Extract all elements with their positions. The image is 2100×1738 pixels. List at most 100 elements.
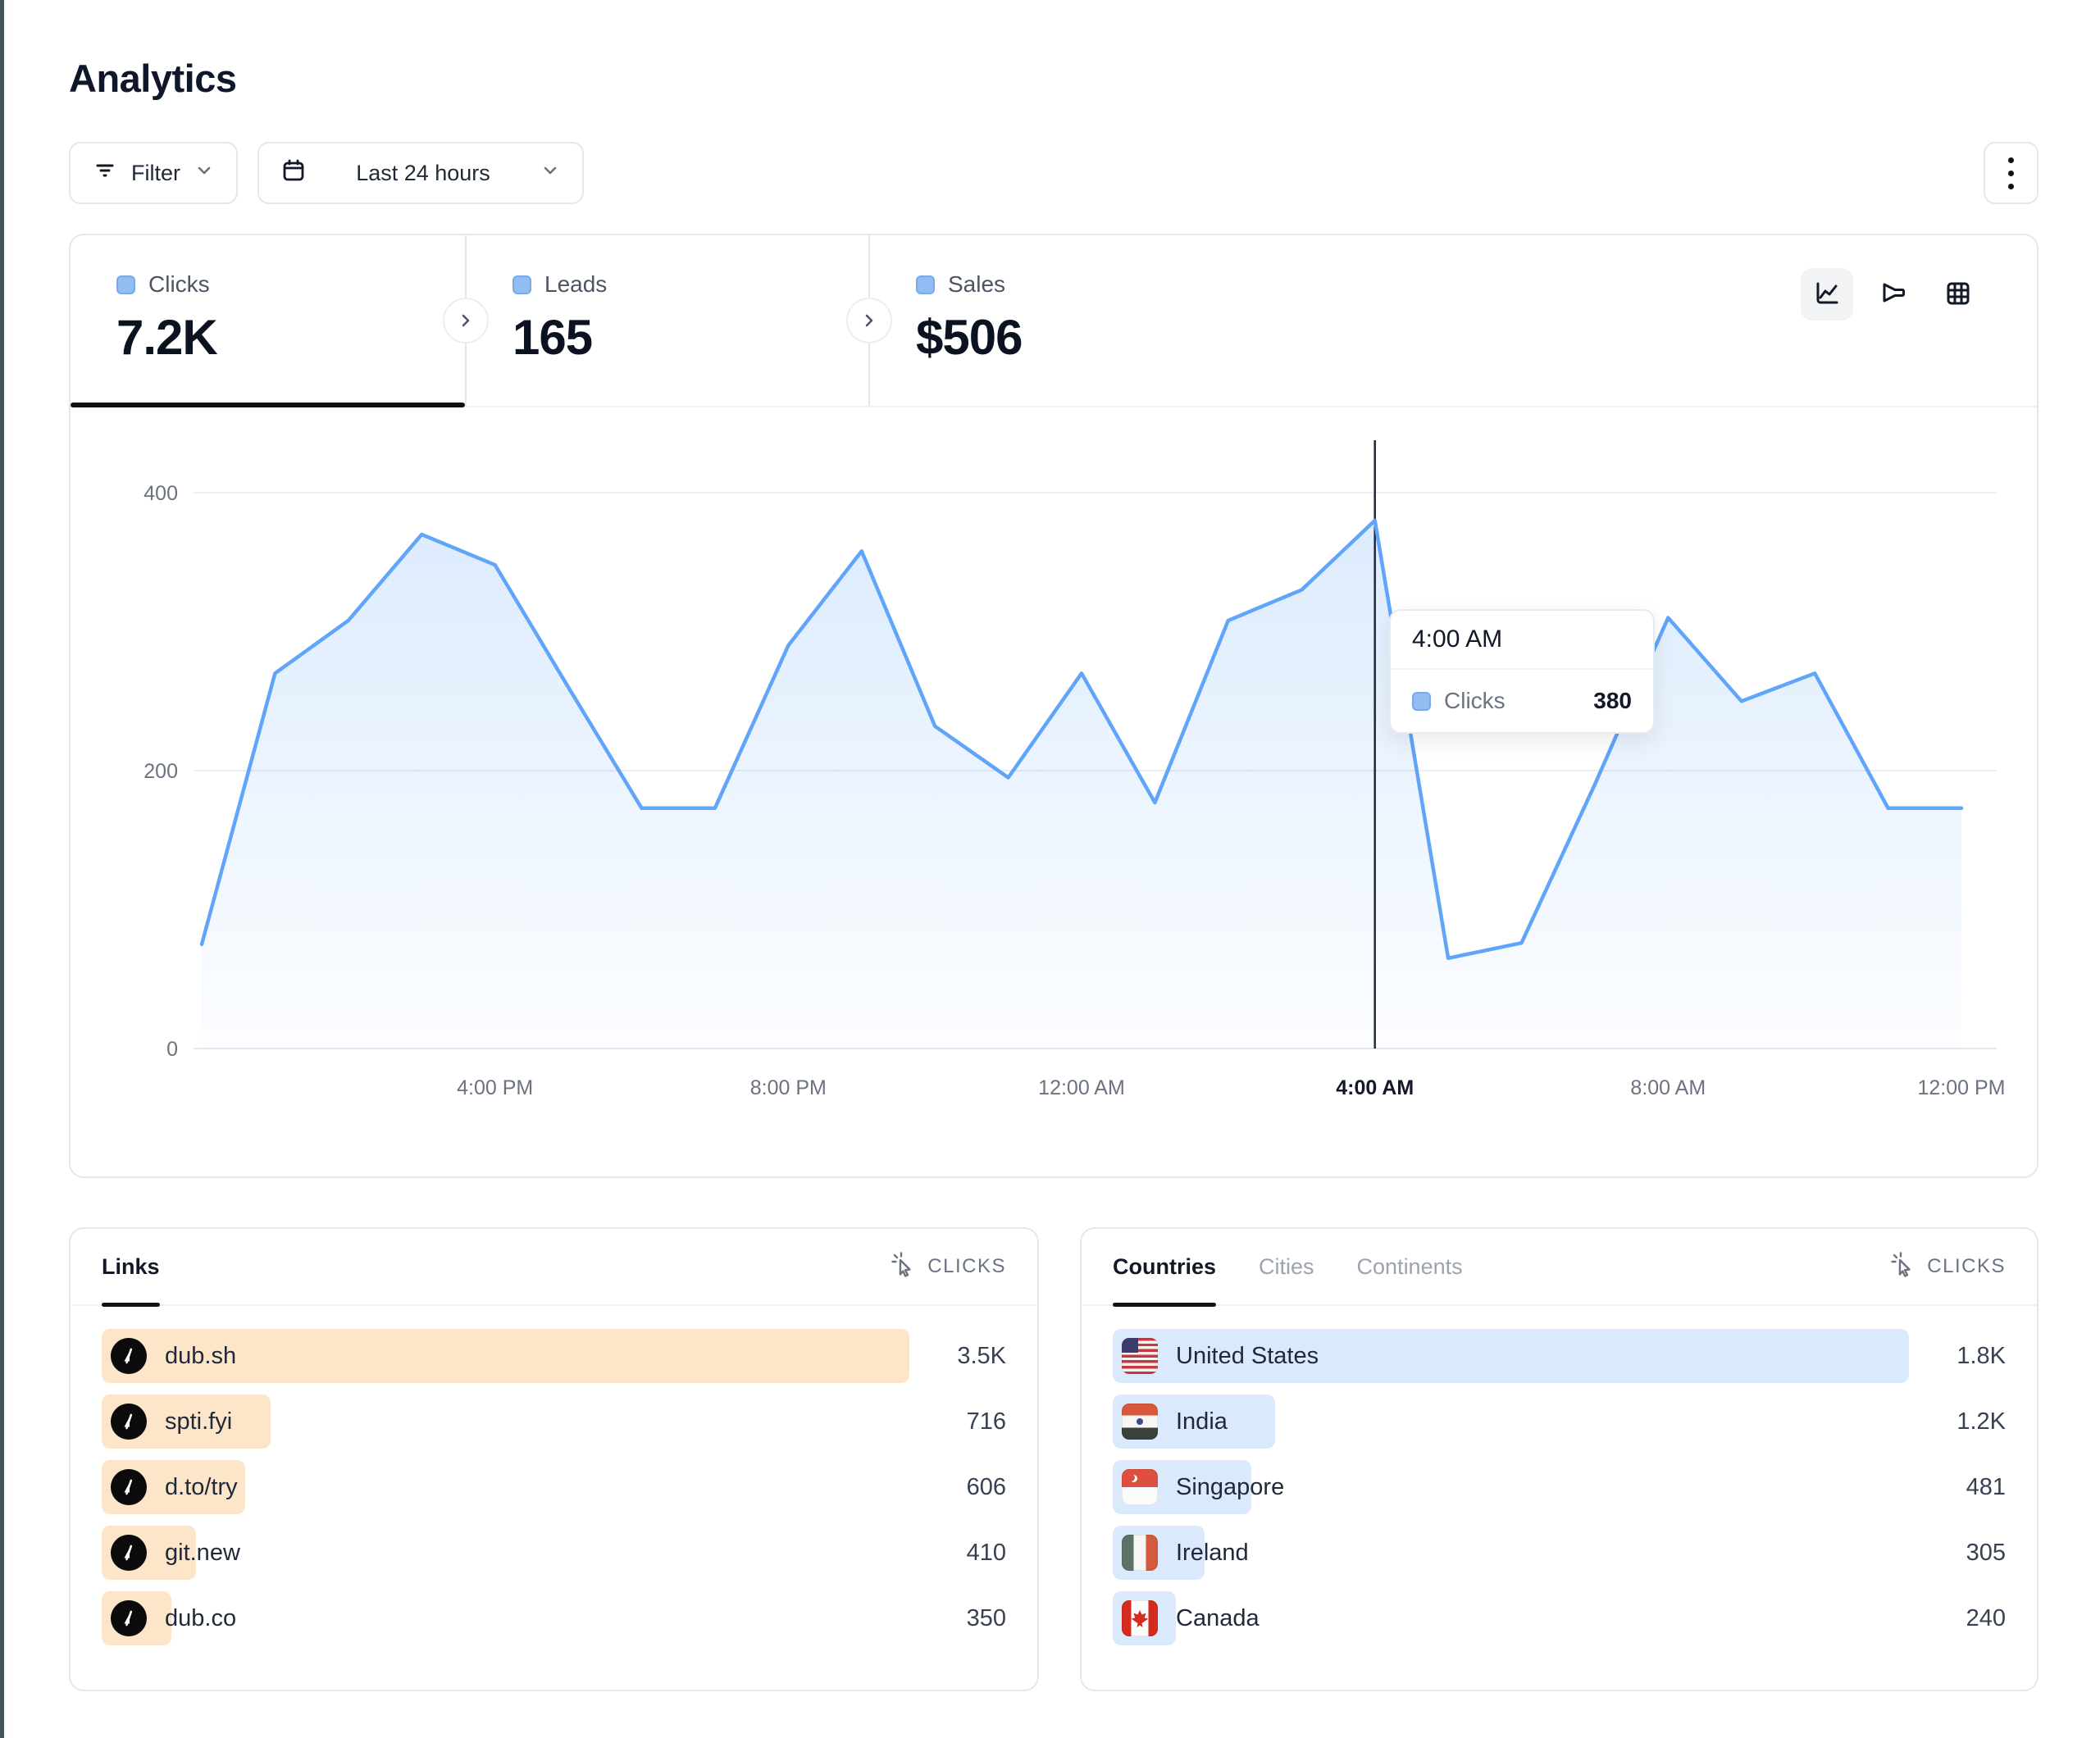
toolbar: Filter Last 24 hours: [69, 142, 2039, 204]
dub-logo-icon: [111, 1469, 147, 1505]
kebab-menu-icon: [2008, 157, 2014, 189]
link-label: dub.sh: [165, 1342, 237, 1369]
filter-icon: [92, 157, 118, 189]
dub-logo-icon: [111, 1404, 147, 1440]
link-label: dub.co: [165, 1604, 237, 1631]
countries-list: United States 1.8K India 1.2K Singapore: [1082, 1306, 2037, 1645]
dub-logo-icon: [111, 1338, 147, 1374]
funnel-icon: [1876, 277, 1909, 312]
link-label: d.to/try: [165, 1473, 238, 1500]
stat-divider: [443, 235, 489, 406]
links-metric-label: CLICKS: [927, 1255, 1006, 1277]
expand-stat-button[interactable]: [443, 298, 489, 344]
link-row[interactable]: dub.sh 3.5K: [102, 1329, 1006, 1383]
link-label: git.new: [165, 1539, 240, 1566]
sg-flag-icon: [1122, 1469, 1158, 1505]
link-clicks-bar: [102, 1329, 909, 1383]
geo-metric-selector[interactable]: CLICKS: [1889, 1250, 2006, 1284]
link-row[interactable]: dub.co 350: [102, 1591, 1006, 1645]
line-chart-icon: [1811, 277, 1843, 312]
country-clicks-value: 481: [1966, 1473, 2006, 1500]
svg-text:4:00 AM: 4:00 AM: [1336, 1076, 1414, 1099]
chevron-down-icon: [194, 160, 215, 187]
country-clicks-value: 305: [1966, 1539, 2006, 1566]
dub-logo-icon: [111, 1600, 147, 1636]
stat-series-chip: [512, 275, 531, 294]
link-row[interactable]: git.new 410: [102, 1526, 1006, 1580]
country-label: Ireland: [1176, 1539, 1249, 1566]
stat-value: $506: [916, 310, 1023, 365]
chart-view-toggles: [1801, 235, 2037, 406]
link-row[interactable]: spti.fyi 716: [102, 1394, 1006, 1449]
dub-logo-icon: [111, 1535, 147, 1571]
cursor-click-icon: [890, 1250, 918, 1284]
tooltip-time: 4:00 AM: [1391, 611, 1653, 670]
stat-label: Sales: [948, 271, 1006, 297]
country-label: India: [1176, 1408, 1228, 1435]
country-row[interactable]: Singapore 481: [1113, 1460, 2006, 1514]
cursor-click-icon: [1889, 1250, 1917, 1284]
country-clicks-value: 1.8K: [1957, 1342, 2006, 1369]
stat-tab-clicks[interactable]: Clicks 7.2K: [71, 235, 465, 407]
more-options-button[interactable]: [1984, 142, 2039, 204]
clicks-series-chip: [1412, 691, 1431, 711]
window-edge-strip: [0, 0, 4, 1738]
links-list: dub.sh 3.5K spti.fyi 716 d.to/try: [71, 1306, 1037, 1645]
date-range-label: Last 24 hours: [356, 160, 490, 185]
geo-metric-label: CLICKS: [1927, 1255, 2006, 1277]
country-row[interactable]: India 1.2K: [1113, 1394, 2006, 1449]
svg-text:8:00 AM: 8:00 AM: [1630, 1076, 1706, 1099]
stat-series-chip: [916, 275, 935, 294]
stat-divider: [846, 235, 892, 406]
area-chart-canvas: 0 200 400 4:00 PM 8:00 PM 12:00 AM 4:00 AM 8:00…: [143, 440, 2006, 1099]
ca-flag-icon: [1122, 1600, 1158, 1636]
tooltip-value: 380: [1593, 688, 1632, 713]
tooltip-series-label: Clicks: [1444, 688, 1506, 713]
country-label: Canada: [1176, 1604, 1260, 1631]
line-chart-view-button[interactable]: [1801, 268, 1853, 321]
expand-stat-button[interactable]: [846, 298, 892, 344]
country-clicks-value: 1.2K: [1957, 1408, 2006, 1435]
country-row[interactable]: Ireland 305: [1113, 1526, 2006, 1580]
stat-tab-sales[interactable]: Sales $506: [870, 235, 1329, 406]
country-clicks-bar: [1113, 1329, 1909, 1383]
country-label: Singapore: [1176, 1473, 1285, 1500]
links-metric-selector[interactable]: CLICKS: [890, 1250, 1006, 1284]
tab-continents[interactable]: Continents: [1356, 1253, 1463, 1279]
link-label: spti.fyi: [165, 1408, 233, 1435]
link-row[interactable]: d.to/try 606: [102, 1460, 1006, 1514]
in-flag-icon: [1122, 1404, 1158, 1440]
country-label: United States: [1176, 1342, 1319, 1369]
stat-value: 165: [512, 310, 593, 365]
stats-tabs-row: Clicks 7.2K Leads 165 Sales $506: [71, 235, 2037, 407]
svg-text:12:00 AM: 12:00 AM: [1038, 1076, 1125, 1099]
chart-tooltip: 4:00 AM Clicks 380: [1389, 609, 1655, 734]
calendar-icon: [280, 157, 307, 189]
ie-flag-icon: [1122, 1535, 1158, 1571]
chevron-down-icon: [540, 160, 561, 187]
filter-button[interactable]: Filter: [69, 142, 238, 204]
date-range-button[interactable]: Last 24 hours: [257, 142, 584, 204]
page-title: Analytics: [69, 57, 237, 100]
tab-cities[interactable]: Cities: [1259, 1253, 1314, 1279]
links-panel: Links CLICKS dub.sh 3.5K: [69, 1227, 1039, 1691]
svg-text:4:00 PM: 4:00 PM: [457, 1076, 533, 1099]
link-clicks-value: 350: [966, 1604, 1006, 1631]
link-clicks-value: 3.5K: [957, 1342, 1006, 1369]
analytics-page: Analytics Filter Last 24 hours: [69, 57, 2039, 1691]
tab-links[interactable]: Links: [102, 1228, 160, 1307]
table-view-button[interactable]: [1932, 268, 1984, 321]
country-row[interactable]: United States 1.8K: [1113, 1329, 2006, 1383]
svg-text:400: 400: [143, 482, 178, 505]
stat-tab-leads[interactable]: Leads 165: [467, 235, 868, 406]
link-clicks-value: 716: [966, 1408, 1006, 1435]
country-row[interactable]: Canada 240: [1113, 1591, 2006, 1645]
stat-series-chip: [116, 275, 135, 294]
funnel-view-button[interactable]: [1866, 268, 1919, 321]
analytics-chart-card: Clicks 7.2K Leads 165 Sales $506: [69, 234, 2039, 1178]
clicks-time-series-chart[interactable]: 0 200 400 4:00 PM 8:00 PM 12:00 AM 4:00 AM 8:00…: [71, 407, 2037, 1176]
svg-text:8:00 PM: 8:00 PM: [750, 1076, 827, 1099]
svg-text:12:00 PM: 12:00 PM: [1917, 1076, 2005, 1099]
tab-countries[interactable]: Countries: [1113, 1228, 1217, 1307]
link-clicks-value: 606: [966, 1473, 1006, 1500]
